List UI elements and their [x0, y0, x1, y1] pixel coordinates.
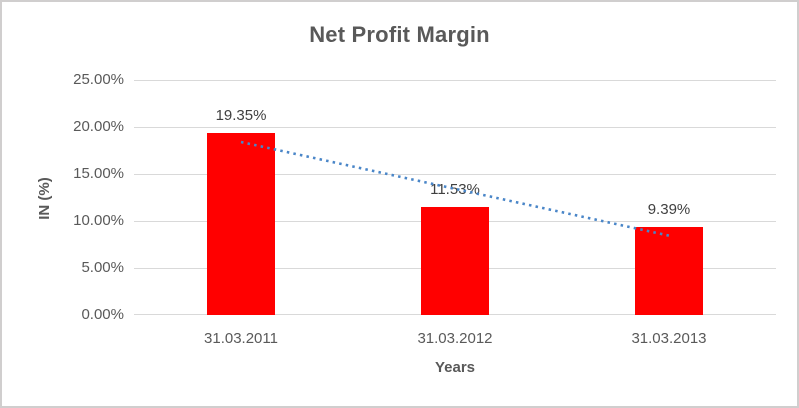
x-tick-label: 31.03.2013: [631, 330, 707, 347]
x-tick-label: 31.03.2012: [417, 330, 493, 347]
y-axis-title: IN (%): [24, 138, 64, 258]
bar-value-label: 19.35%: [215, 107, 267, 125]
bar: [421, 206, 489, 315]
y-tick-label: 10.00%: [73, 212, 124, 229]
bar-value-label: 9.39%: [647, 200, 691, 218]
x-axis-title: Years: [434, 359, 476, 376]
y-tick-label: 25.00%: [73, 71, 124, 88]
bar: [207, 133, 275, 315]
plot-area: 19.35% 11.53% 9.39%: [134, 80, 776, 315]
gridline: [134, 127, 776, 128]
bar-value-label: 11.53%: [430, 180, 480, 198]
chart-title: Net Profit Margin: [309, 22, 490, 47]
x-tick-label: 31.03.2011: [204, 330, 278, 347]
y-tick-label: 20.00%: [73, 118, 124, 135]
y-tick-label: 15.00%: [73, 165, 124, 182]
bar: [635, 226, 703, 315]
gridline: [134, 80, 776, 81]
x-axis-labels: 31.03.2011 31.03.2012 31.03.2013: [134, 330, 776, 347]
y-tick-label: 0.00%: [81, 306, 124, 323]
y-tick-label: 5.00%: [81, 259, 124, 276]
